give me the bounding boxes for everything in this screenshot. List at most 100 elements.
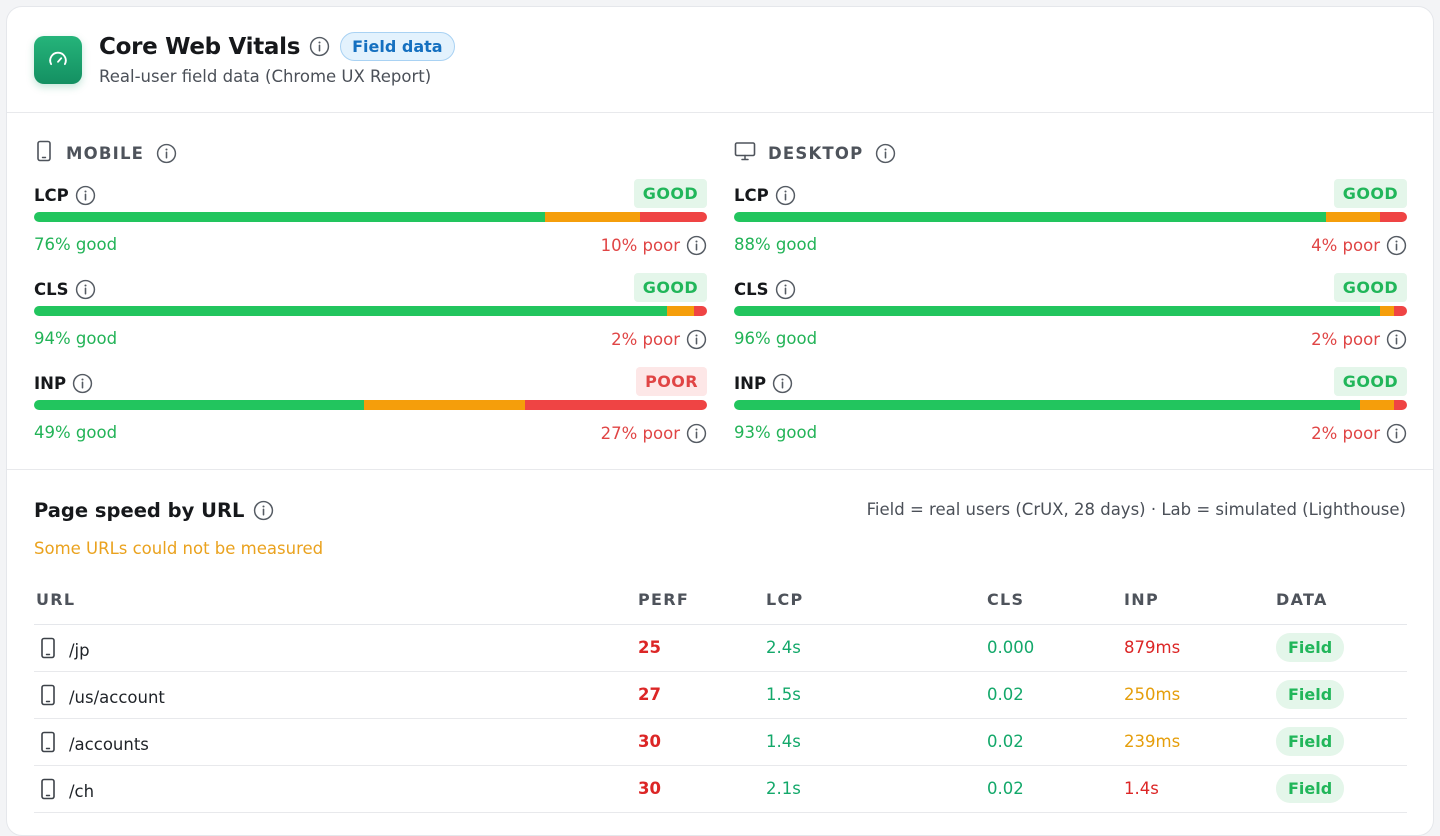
bar-segment-good bbox=[734, 212, 1327, 222]
table-row[interactable]: /us/account 27 1.5s 0.02 250ms Field bbox=[34, 672, 1407, 719]
url-link[interactable]: /jp bbox=[69, 640, 90, 660]
data-source-legend: Field = real users (CrUX, 28 days) · Lab… bbox=[866, 500, 1406, 519]
device-header: DESKTOP bbox=[734, 140, 896, 166]
inp-value: 879ms bbox=[1124, 638, 1181, 657]
metric-name-row: CLS bbox=[734, 279, 796, 300]
poor-percentage-row: 2% poor bbox=[611, 329, 707, 350]
bar-segment-needs-improvement bbox=[545, 212, 640, 222]
column-header-url[interactable]: URL bbox=[36, 590, 76, 609]
bar-segment-good bbox=[734, 306, 1381, 316]
device-label: MOBILE bbox=[66, 143, 145, 163]
info-icon[interactable] bbox=[772, 373, 793, 394]
monitor-icon bbox=[734, 140, 756, 166]
status-badge: GOOD bbox=[1333, 367, 1407, 396]
distribution-bar bbox=[734, 400, 1407, 410]
info-icon[interactable] bbox=[72, 373, 93, 394]
status-badge: GOOD bbox=[1333, 273, 1407, 302]
metric-name-row: INP bbox=[734, 373, 793, 394]
device-header: MOBILE bbox=[34, 140, 177, 166]
phone-icon bbox=[38, 684, 58, 710]
inp-value: 239ms bbox=[1124, 732, 1181, 751]
lcp-value: 1.4s bbox=[766, 732, 801, 751]
bar-segment-poor bbox=[693, 306, 707, 316]
data-source-cell: Field bbox=[1276, 727, 1345, 756]
good-percentage: 96% good bbox=[734, 329, 818, 348]
field-data-badge: Field data bbox=[340, 32, 455, 61]
data-source-badge: Field bbox=[1276, 774, 1345, 803]
cls-value: 0.000 bbox=[987, 638, 1035, 657]
cls-value: 0.02 bbox=[987, 685, 1024, 704]
info-icon[interactable] bbox=[75, 279, 96, 300]
phone-icon bbox=[38, 778, 58, 804]
perf-score: 30 bbox=[638, 779, 661, 798]
info-icon[interactable] bbox=[1386, 423, 1407, 444]
data-source-cell: Field bbox=[1276, 633, 1345, 662]
info-icon[interactable] bbox=[686, 329, 707, 350]
info-icon[interactable] bbox=[875, 143, 896, 164]
metric-lcp: LCP GOOD 76% good 10% poor bbox=[34, 179, 707, 265]
metric-inp: INP GOOD 93% good 2% poor bbox=[734, 367, 1407, 453]
lcp-value: 2.4s bbox=[766, 638, 801, 657]
column-header-perf[interactable]: PERF bbox=[638, 590, 690, 609]
column-header-data[interactable]: DATA bbox=[1276, 590, 1328, 609]
phone-icon bbox=[38, 637, 58, 663]
metric-lcp: LCP GOOD 88% good 4% poor bbox=[734, 179, 1407, 265]
info-icon[interactable] bbox=[253, 500, 274, 521]
status-badge: POOR bbox=[636, 367, 707, 396]
cls-value: 0.02 bbox=[987, 779, 1024, 798]
phone-icon bbox=[34, 140, 54, 166]
status-badge: GOOD bbox=[633, 273, 707, 302]
url-cell: /accounts bbox=[38, 731, 149, 757]
info-icon[interactable] bbox=[775, 279, 796, 300]
lcp-value: 1.5s bbox=[766, 685, 801, 704]
cls-value: 0.02 bbox=[987, 732, 1024, 751]
table-row[interactable]: /accounts 30 1.4s 0.02 239ms Field bbox=[34, 719, 1407, 766]
good-percentage: 76% good bbox=[34, 235, 118, 254]
bar-segment-good bbox=[34, 400, 364, 410]
poor-percentage-row: 10% poor bbox=[601, 235, 707, 256]
bar-segment-needs-improvement bbox=[363, 400, 526, 410]
column-header-lcp[interactable]: LCP bbox=[766, 590, 804, 609]
url-link[interactable]: /us/account bbox=[69, 687, 165, 707]
section-title: Page speed by URL bbox=[34, 499, 245, 522]
info-icon[interactable] bbox=[75, 185, 96, 206]
info-icon[interactable] bbox=[156, 143, 177, 164]
status-badge: GOOD bbox=[1333, 179, 1407, 208]
distribution-bar bbox=[34, 212, 707, 222]
info-icon[interactable] bbox=[1386, 235, 1407, 256]
inp-value: 250ms bbox=[1124, 685, 1181, 704]
good-percentage: 88% good bbox=[734, 235, 818, 254]
lcp-value: 2.1s bbox=[766, 779, 801, 798]
poor-percentage: 2% poor bbox=[1311, 330, 1380, 349]
metric-name-row: LCP bbox=[734, 185, 796, 206]
page-subtitle: Real-user field data (Chrome UX Report) bbox=[99, 67, 432, 86]
core-web-vitals-card: Core Web Vitals Field data Real-user fie… bbox=[6, 6, 1434, 836]
url-cell: /us/account bbox=[38, 684, 165, 710]
column-header-cls[interactable]: CLS bbox=[987, 590, 1025, 609]
poor-percentage-row: 27% poor bbox=[601, 423, 707, 444]
metric-name: CLS bbox=[734, 280, 769, 299]
bar-segment-needs-improvement bbox=[666, 306, 694, 316]
data-source-cell: Field bbox=[1276, 774, 1345, 803]
table-row[interactable]: /jp 25 2.4s 0.000 879ms Field bbox=[34, 625, 1407, 672]
info-icon[interactable] bbox=[775, 185, 796, 206]
bar-segment-poor bbox=[1393, 306, 1407, 316]
info-icon[interactable] bbox=[1386, 329, 1407, 350]
bar-segment-poor bbox=[639, 212, 707, 222]
good-percentage: 94% good bbox=[34, 329, 118, 348]
column-header-inp[interactable]: INP bbox=[1124, 590, 1159, 609]
metric-name: LCP bbox=[34, 186, 69, 205]
info-icon[interactable] bbox=[686, 235, 707, 256]
info-icon[interactable] bbox=[686, 423, 707, 444]
page-speed-title-row: Page speed by URL bbox=[34, 499, 274, 522]
bar-segment-poor bbox=[1393, 400, 1407, 410]
url-cell: /jp bbox=[38, 637, 90, 663]
info-icon[interactable] bbox=[309, 36, 330, 57]
poor-percentage: 2% poor bbox=[1311, 424, 1380, 443]
table-header: URL PERF LCP CLS INP DATA bbox=[34, 581, 1407, 625]
perf-score: 30 bbox=[638, 732, 661, 751]
table-row[interactable]: /ch 30 2.1s 0.02 1.4s Field bbox=[34, 766, 1407, 813]
url-link[interactable]: /ch bbox=[69, 781, 95, 801]
url-link[interactable]: /accounts bbox=[69, 734, 149, 754]
bar-segment-good bbox=[734, 400, 1360, 410]
